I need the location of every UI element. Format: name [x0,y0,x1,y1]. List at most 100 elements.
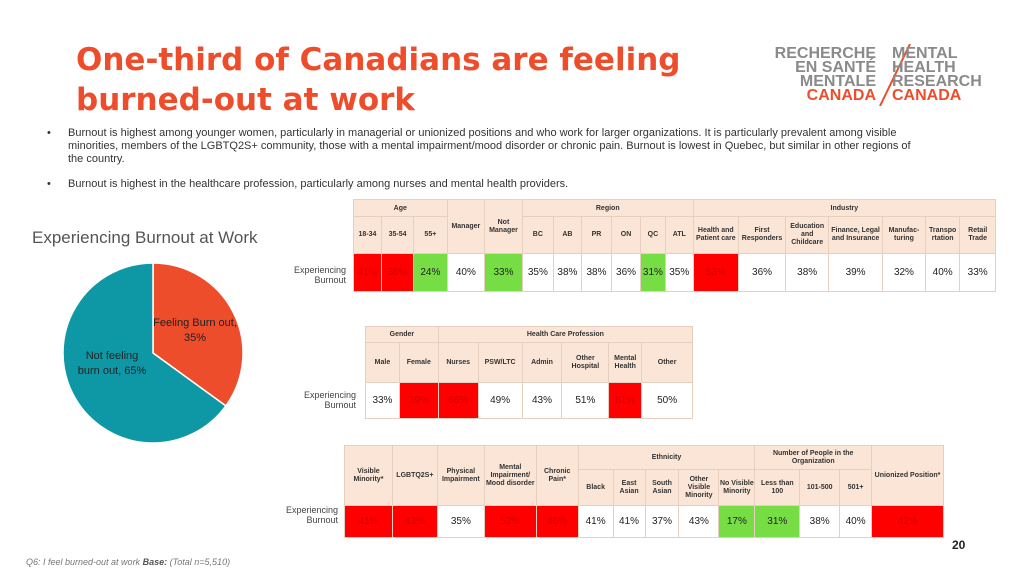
col-industry-health: Health and Patient care [692,216,739,254]
value-cell: 66% [437,382,479,419]
col-male: Male [365,342,400,383]
group-ethnicity: Ethnicity [577,445,756,470]
pie-label-not-burnout: Not feeling burn out, 65% [77,350,147,377]
col-mental-health: Mental Health [608,342,643,383]
group-region: Region [521,199,694,217]
col-industry-first-responders: First Responders [737,216,787,254]
col-other-hospital: Other Hospital [561,342,610,383]
value-cell: 33% [365,382,400,419]
pie-slice-not-burnout [62,262,227,444]
col-unionized-position: Unionized Position* [871,445,944,506]
col-101-500: 101-500 [799,469,841,506]
col-female: Female [398,342,439,383]
value-cell: 35% [436,505,485,538]
page-number: 20 [952,538,966,552]
value-cell: 38% [799,505,841,538]
value-cell: 41% [344,505,393,538]
page-title: One-third of Canadians are feeling burne… [76,42,681,118]
col-less-than-100: Less than 100 [754,469,801,506]
burnout-table-gender-profession: Gender Health Care Profession Male Femal… [365,326,694,419]
mhrc-logo: RECHERCHE EN SANTÉ MENTALE CANADA MENTAL… [752,44,1002,106]
row-label-table3: Experiencing Burnout [285,505,338,525]
value-cell: 41% [612,505,646,538]
col-age-35-54: 35-54 [380,216,415,254]
value-cell: 61% [608,382,643,419]
burnout-table-age-region-industry: Age Manager Not Manager Region Industry … [353,199,997,292]
value-cell: 35% [521,253,554,292]
value-cell: 37% [644,505,680,538]
value-cell: 40% [839,505,873,538]
logo-english: MENTAL HEALTH RESEARCH CANADA [892,45,982,104]
col-industry-retail: Retail Trade [959,216,996,254]
col-region-atl: ATL [664,216,694,254]
value-cell: 43% [391,505,438,538]
footnote-base-value: (Total n=5,510) [169,557,231,567]
value-cell: 36% [737,253,787,292]
value-cell: 35% [664,253,694,292]
bullet-item: Burnout is highest in the healthcare pro… [44,178,924,191]
value-cell: 40% [924,253,961,292]
value-cell: 38% [552,253,582,292]
col-admin: Admin [521,342,563,383]
col-east-asian: East Asian [612,469,646,506]
group-health-care-profession: Health Care Profession [437,326,694,343]
value-cell: 38% [580,253,613,292]
value-cell: 17% [718,505,756,538]
col-chronic-pain: Chronic Pain* [535,445,579,506]
row-label-table2: Experiencing Burnout [303,390,356,410]
col-south-asian: South Asian [644,469,680,506]
value-cell: 43% [678,505,720,538]
col-nurses: Nurses [437,342,479,383]
col-region-ab: AB [552,216,582,254]
pie-label-burnout: Feeling Burn out, 35% [153,317,237,344]
value-cell: 31% [754,505,801,538]
group-gender: Gender [365,326,439,343]
summary-bullets: Burnout is highest among younger women, … [44,127,924,203]
value-cell: 51% [561,382,610,419]
footnote: Q6: I feel burned-out at work Base: (Tot… [26,557,230,567]
value-cell: 31% [640,253,666,292]
col-other: Other [641,342,693,383]
value-cell: 50% [641,382,693,419]
value-cell: 38% [785,253,830,292]
col-age-18-34: 18-34 [353,216,382,254]
col-visible-minority: Visible Minority* [344,445,393,506]
col-black: Black [577,469,614,506]
value-cell: 49% [477,382,523,419]
burnout-table-diversity-ethnicity-org: Visible Minority* LGBTQ2S+ Physical Impa… [344,445,944,538]
col-no-visible-minority: No Visible Minority [718,469,756,506]
burnout-pie-chart [62,262,244,444]
col-region-bc: BC [521,216,554,254]
footnote-base-label: Base: [142,557,168,567]
col-region-on: ON [611,216,642,254]
logo-french: RECHERCHE EN SANTÉ MENTALE CANADA [774,45,876,104]
footnote-question: Q6: I feel burned-out at work [26,557,141,567]
value-cell: 32% [881,253,926,292]
col-region-pr: PR [580,216,613,254]
value-cell: 33% [484,253,523,292]
pie-slice-burnout [152,262,244,407]
col-501-plus: 501+ [839,469,873,506]
col-industry-education: Education and Childcare [785,216,830,254]
value-cell: 39% [398,382,439,419]
value-cell: 42% [871,505,944,538]
col-region-qc: QC [640,216,666,254]
value-cell: 53% [692,253,739,292]
logo-slash-icon [879,44,911,106]
value-cell: 41% [577,505,614,538]
col-mental-impairment: Mental Impairment/ Mood disorder [483,445,537,506]
col-industry-manufacturing: Manufac-turing [881,216,926,254]
value-cell: 36% [611,253,642,292]
col-industry-transportation: Transpo rtation [924,216,961,254]
value-cell: 33% [959,253,996,292]
value-cell: 43% [521,382,563,419]
group-age: Age [353,199,448,217]
value-cell: 36% [380,253,415,292]
col-not-manager: Not Manager [484,199,523,254]
value-cell: 52% [483,505,537,538]
value-cell: 39% [828,253,883,292]
col-age-55-plus: 55+ [413,216,448,254]
value-cell: 40% [446,253,486,292]
col-lgbtq2s: LGBTQ2S+ [391,445,438,506]
group-industry: Industry [692,199,997,217]
